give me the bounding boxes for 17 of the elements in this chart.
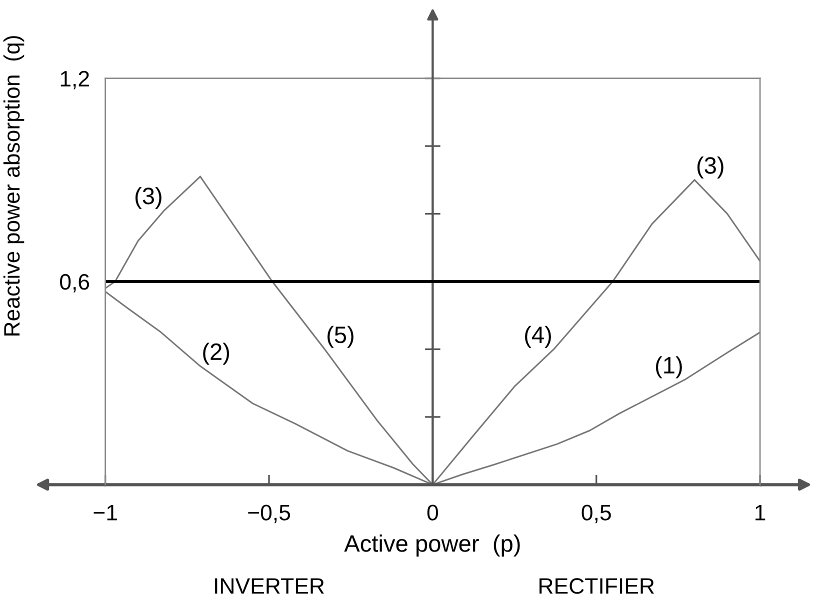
x-tick-label: 0 — [427, 504, 438, 520]
x-tick-label: 1 — [756, 504, 766, 520]
annotation: (3) — [697, 156, 724, 179]
annotation: (3) — [135, 187, 162, 209]
annotation: (2) — [203, 342, 230, 365]
y-tick-label: 1,2 — [60, 70, 89, 90]
text: RECTIFIER — [540, 578, 654, 594]
y-axis-title: Reactive power absorption (q) — [3, 36, 24, 336]
x-tick-label: −1 — [94, 504, 117, 520]
x-axis-title: Active power (p) — [344, 534, 520, 557]
x-tick-label: −0,5 — [248, 504, 290, 524]
annotation: (1) — [656, 356, 682, 378]
annotation: (5) — [328, 326, 354, 348]
x-tick-label: 0,5 — [582, 504, 611, 524]
annotation: (4) — [525, 326, 551, 348]
y-tick-label: 0,6 — [60, 274, 90, 292]
text: INVERTER — [215, 578, 324, 594]
